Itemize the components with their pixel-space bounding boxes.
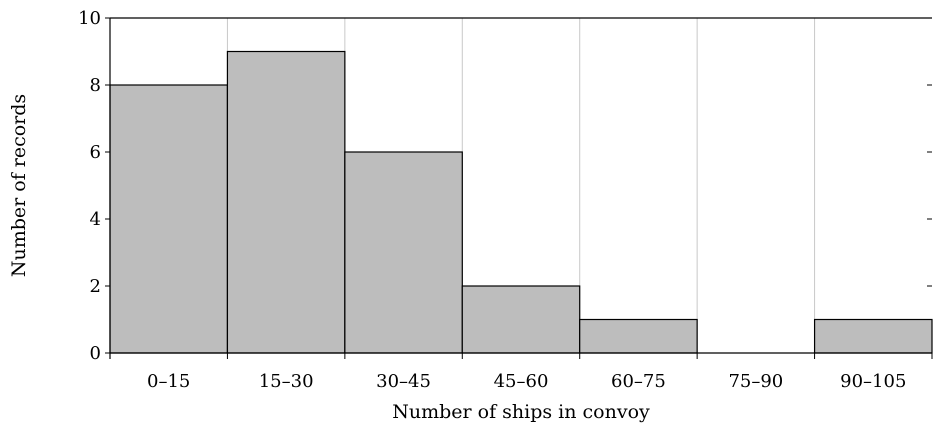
bar: [344, 151, 463, 354]
x-axis-title: Number of ships in convoy: [392, 401, 650, 423]
x-tick-label: 60–75: [611, 371, 666, 392]
bars: [109, 50, 933, 354]
x-tick-label: 15–30: [259, 371, 314, 392]
bar: [813, 318, 933, 354]
y-tick-label: 10: [78, 8, 101, 29]
x-tick-label: 45–60: [494, 371, 549, 392]
bar: [579, 318, 698, 354]
x-tick-label: 30–45: [376, 371, 431, 392]
y-tick-label: 0: [90, 343, 101, 364]
axes: [105, 17, 933, 359]
bar: [461, 285, 581, 354]
y-tick-label: 8: [90, 75, 101, 96]
x-tick-label: 75–90: [728, 371, 783, 392]
bar: [226, 50, 346, 354]
y-axis-title: Number of records: [8, 94, 30, 277]
y-tick-label: 2: [90, 276, 101, 297]
y-tick-label: 4: [90, 209, 101, 230]
x-tick-label: 90–105: [840, 371, 906, 392]
tick-labels: 0 2 4 6 8 10 0–15 15–30 30–45 45–60 60–75 75–90 90–1…: [78, 8, 906, 392]
x-tick-label: 0–15: [147, 371, 190, 392]
bar: [109, 84, 229, 354]
y-tick-label: 6: [90, 142, 101, 163]
